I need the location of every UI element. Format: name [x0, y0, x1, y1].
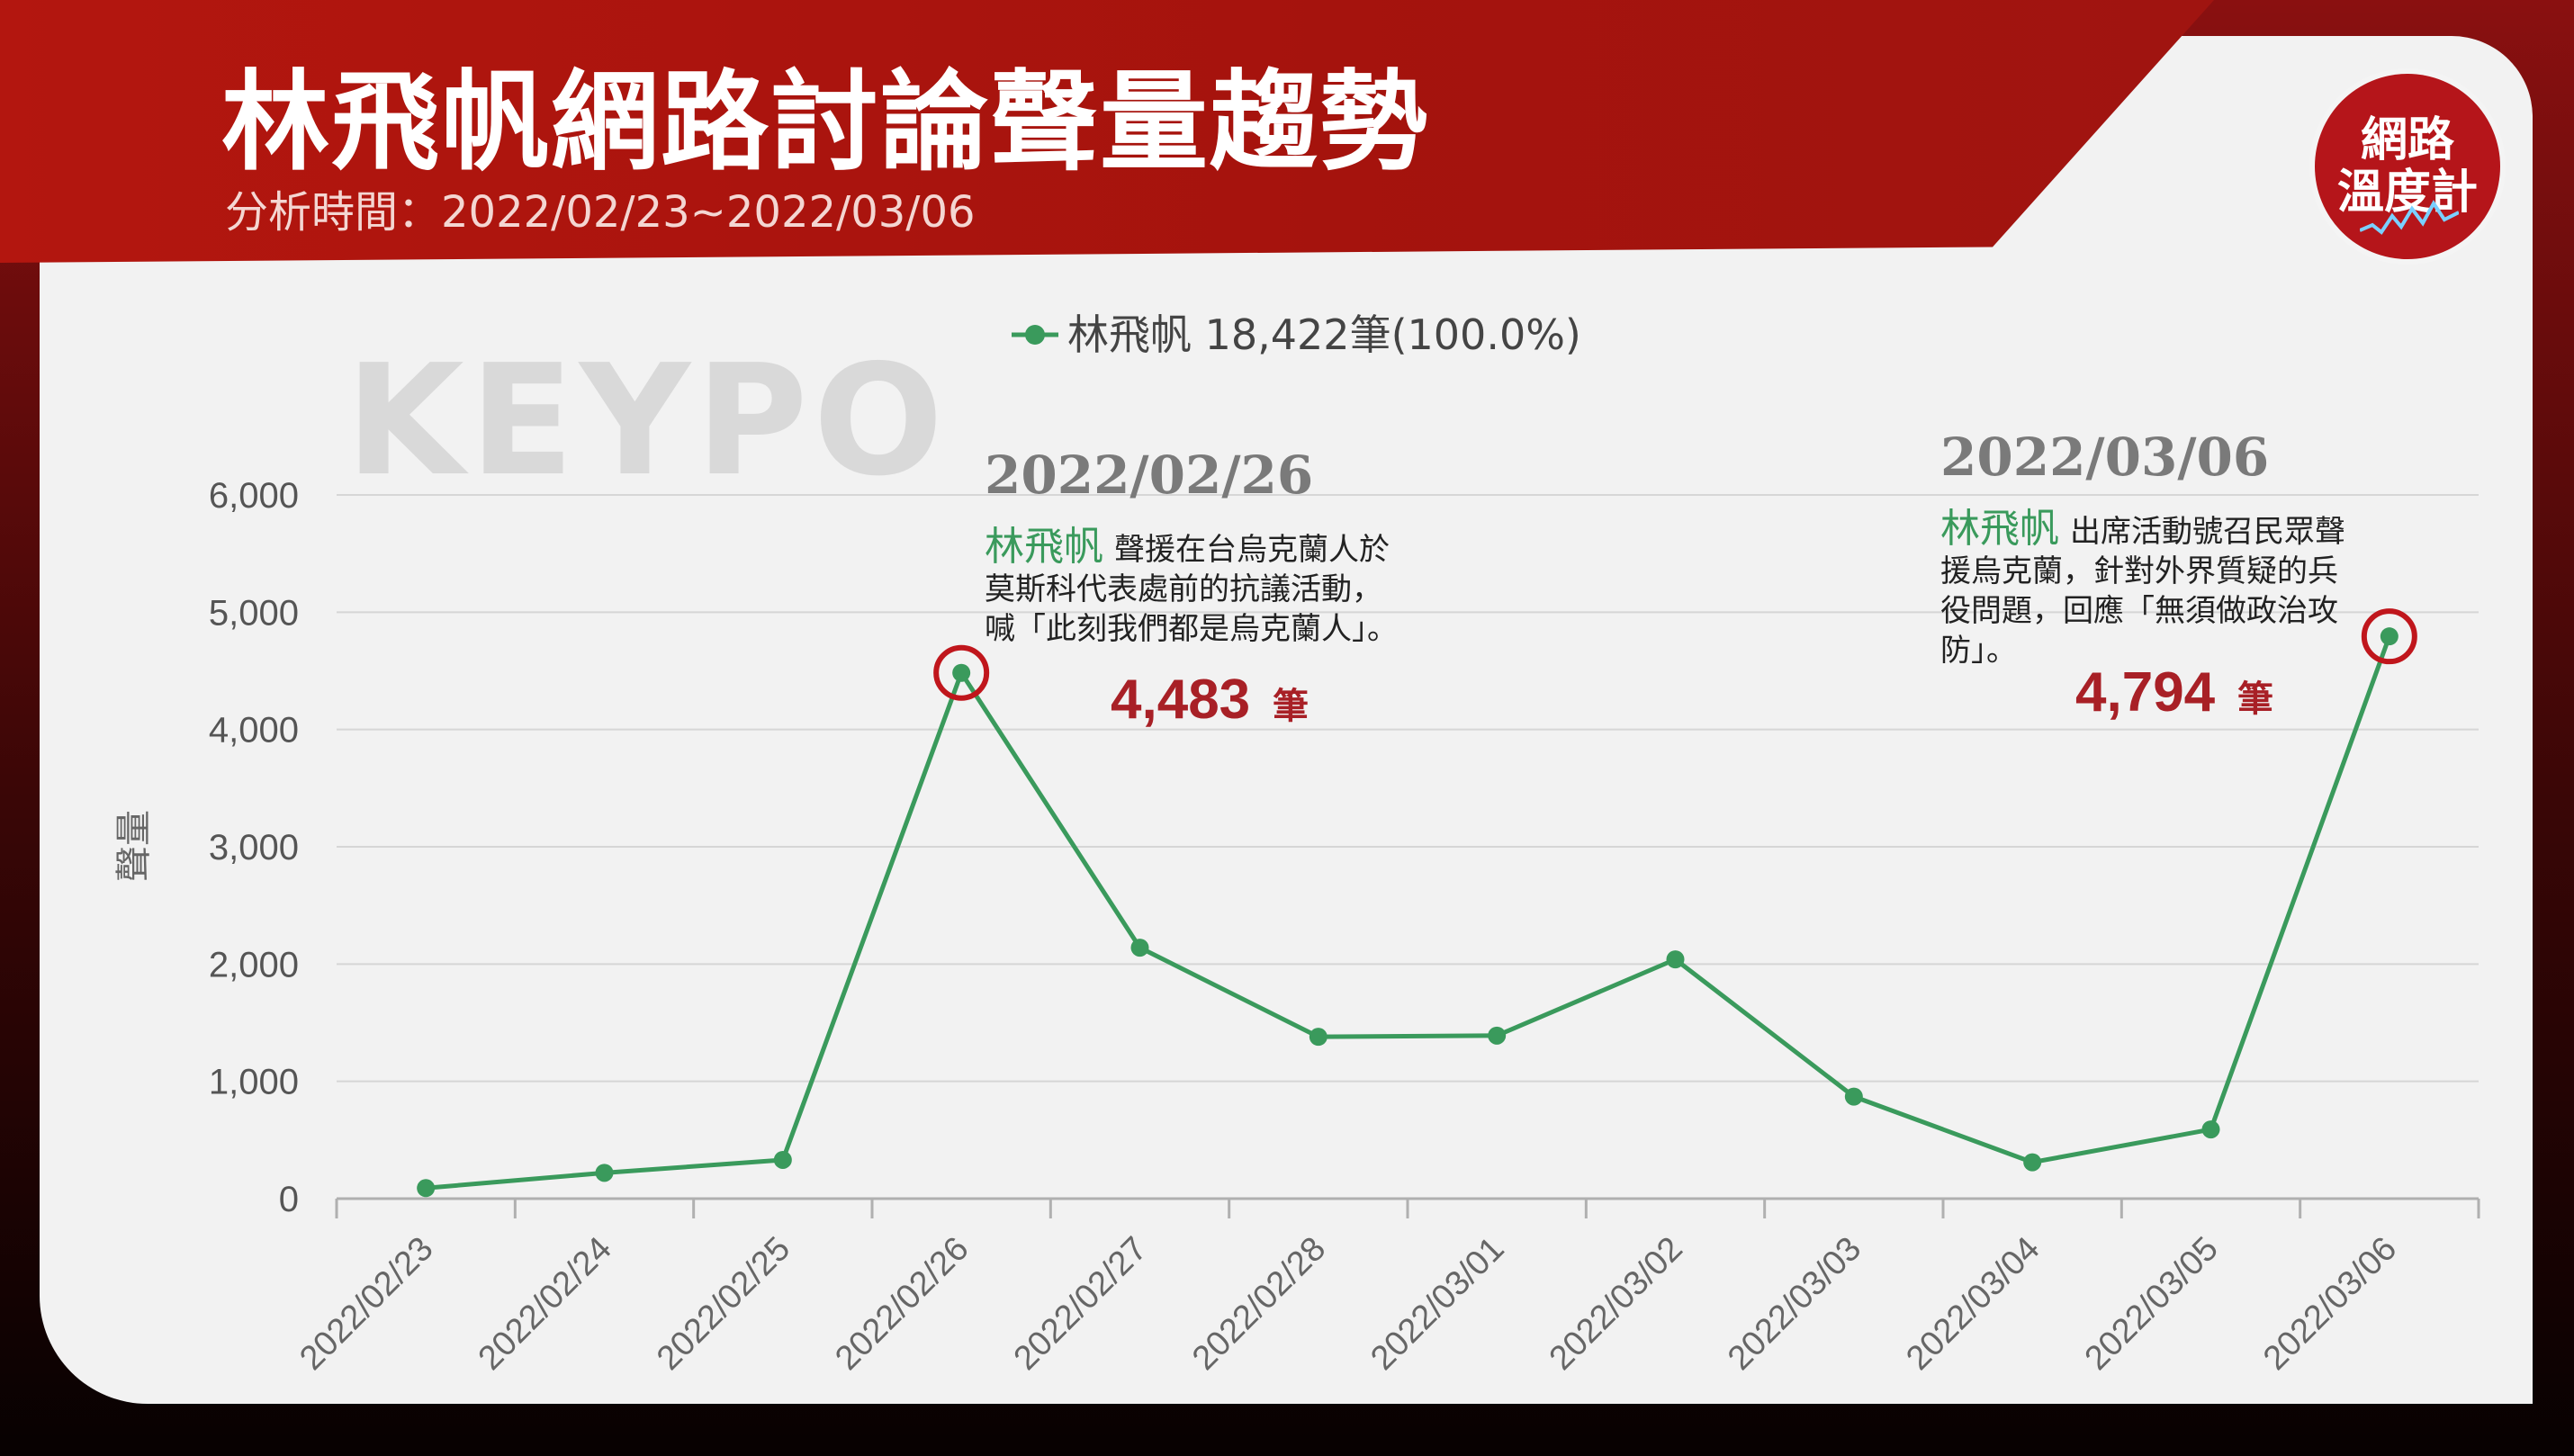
annotation-name: 林飛帆 — [985, 524, 1103, 570]
data-point — [1309, 1028, 1328, 1047]
x-tick-label: 2022/02/27 — [1007, 1230, 1155, 1378]
x-tick-label: 2022/03/02 — [1543, 1230, 1690, 1378]
data-point — [952, 663, 971, 682]
keypo-watermark: KEYPO — [346, 332, 949, 510]
data-point — [595, 1164, 614, 1182]
x-tick-label: 2022/02/28 — [1185, 1230, 1333, 1378]
logo-line-2: 溫度計 — [2336, 166, 2478, 220]
x-tick-label: 2022/02/24 — [472, 1230, 619, 1378]
y-tick-label: 4,000 — [209, 711, 299, 750]
annotation-text: 援烏克蘭，針對外界質疑的兵 — [1940, 553, 2338, 589]
thermometer-logo: 網路 溫度計 — [2315, 74, 2500, 259]
analysis-period: 分析時間：2022/02/23~2022/03/06 — [225, 187, 976, 238]
x-tick-label: 2022/02/23 — [292, 1230, 440, 1378]
annotation-date: 2022/03/06 — [1940, 427, 2269, 488]
x-tick-label: 2022/03/01 — [1364, 1230, 1511, 1378]
x-tick-label: 2022/03/04 — [1899, 1230, 2047, 1378]
annotation-date: 2022/02/26 — [985, 445, 1313, 506]
y-tick-label: 6,000 — [209, 476, 299, 516]
y-tick-label: 0 — [279, 1180, 299, 1219]
annotation-unit: 筆 — [2237, 679, 2273, 720]
data-point — [417, 1179, 436, 1198]
x-tick-label: 2022/03/06 — [2256, 1230, 2404, 1378]
y-tick-label: 2,000 — [209, 945, 299, 984]
data-point — [2023, 1153, 2042, 1172]
data-point — [1666, 950, 1685, 969]
logo-line-1: 網路 — [2360, 113, 2454, 167]
annotation-text: 役問題，回應「無須做政治攻 — [1940, 593, 2338, 629]
annotation-text: 聲援在台烏克蘭人於 — [1114, 532, 1390, 568]
annotation-unit: 筆 — [1273, 686, 1309, 727]
data-point — [1488, 1026, 1507, 1045]
data-point — [773, 1150, 792, 1169]
y-tick-label: 3,000 — [209, 828, 299, 867]
data-point — [1844, 1087, 1863, 1106]
annotation-text: 出席活動號召民眾聲 — [2070, 514, 2345, 550]
x-tick-label: 2022/02/26 — [828, 1230, 976, 1378]
pulse-wave-icon — [2360, 200, 2459, 235]
series-line — [425, 635, 2392, 1191]
peak-highlight-circle — [933, 644, 990, 701]
data-point — [2380, 627, 2398, 646]
y-axis-label: 聲量 — [113, 810, 155, 882]
x-tick-label: 2022/03/03 — [1721, 1230, 1868, 1378]
header-banner — [0, 0, 2214, 263]
data-point — [1130, 939, 1149, 957]
x-tick-label: 2022/03/05 — [2078, 1230, 2226, 1378]
annotation-text: 喊「此刻我們都是烏克蘭人」。 — [985, 611, 1398, 647]
peak-highlight-circle — [2361, 608, 2417, 665]
annotation-text: 防」。 — [1940, 633, 2017, 669]
annotation-text: 莫斯科代表處前的抗議活動， — [985, 571, 1382, 607]
page-title: 林飛帆網路討論聲量趨勢 — [221, 60, 1429, 185]
data-point — [2201, 1120, 2220, 1139]
y-tick-label: 1,000 — [209, 1063, 299, 1102]
line-chart: KEYPO 0 1,000 2,000 3,000 4,000 5,000 6,000 2022… — [113, 310, 2480, 1378]
annotation-name: 林飛帆 — [1940, 506, 2059, 552]
annotation-value: 4,483 — [1111, 669, 1250, 731]
x-tick-label: 2022/02/25 — [650, 1230, 797, 1378]
chart-card: KEYPO 0 1,000 2,000 3,000 4,000 5,000 6,000 2022… — [40, 36, 2533, 1404]
annotation-value: 4,794 — [2075, 661, 2216, 724]
legend-marker — [1025, 325, 1045, 345]
legend-label: 林飛帆 18,422筆(100.0%) — [1067, 310, 1581, 359]
y-tick-label: 5,000 — [209, 593, 299, 633]
